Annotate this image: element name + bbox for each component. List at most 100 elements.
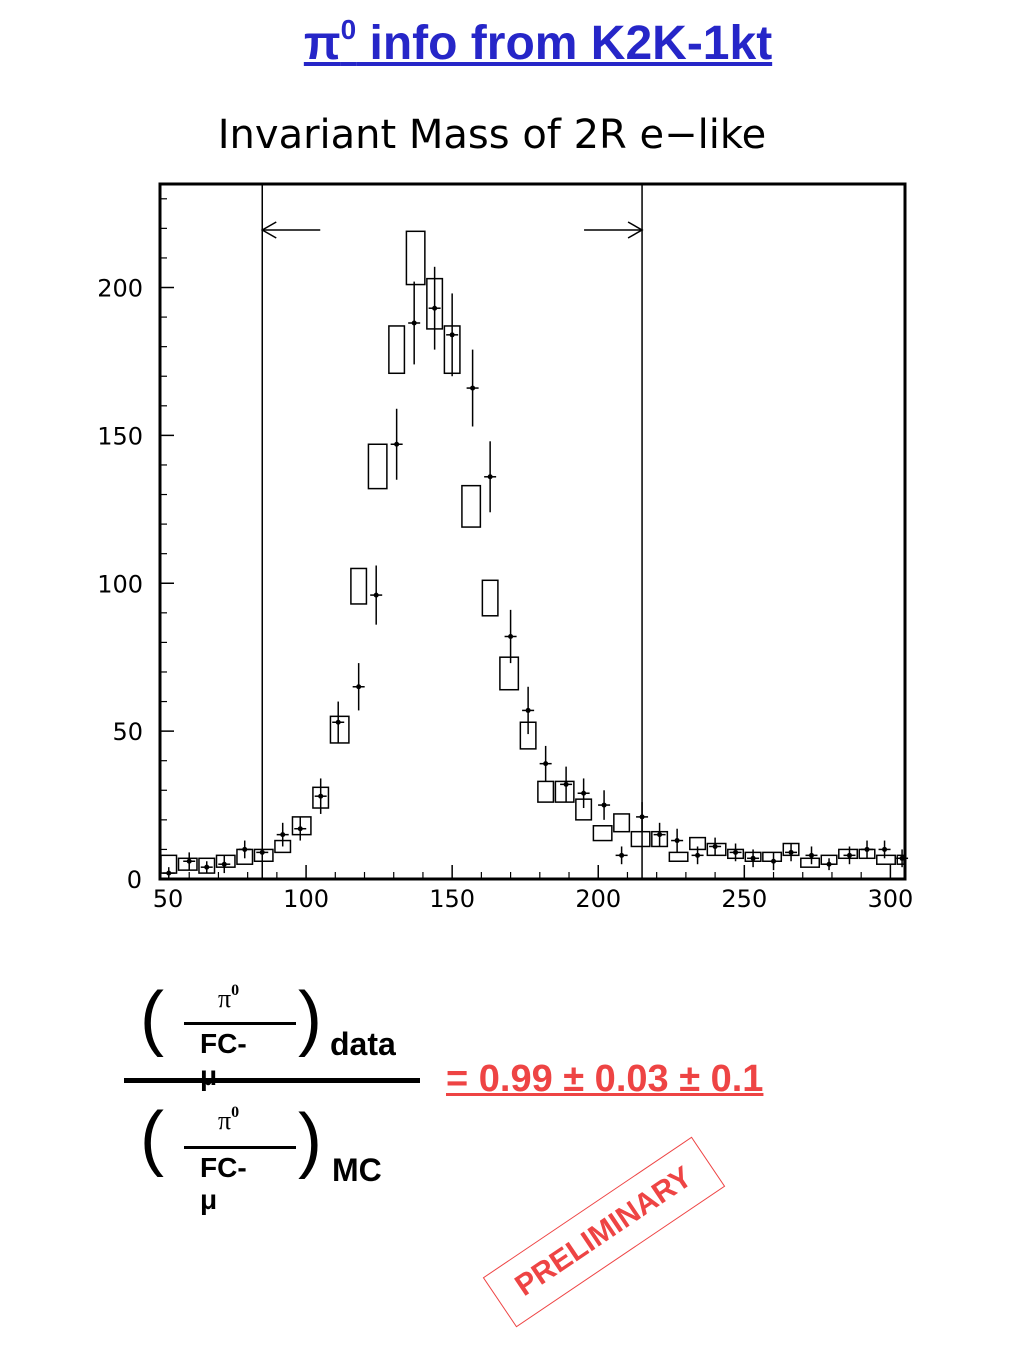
- point-marker: [882, 846, 888, 852]
- point-marker: [525, 707, 531, 713]
- data-point: [276, 822, 289, 847]
- point-marker: [657, 832, 663, 838]
- mc-box: [461, 484, 482, 528]
- data-point: [878, 840, 891, 859]
- data-point: [671, 828, 684, 853]
- x-tick-label: 100: [283, 885, 329, 913]
- title-pi-symbol: π: [303, 17, 341, 70]
- point-marker: [432, 305, 438, 311]
- point-marker: [581, 790, 587, 796]
- data-point: [352, 663, 365, 711]
- data-point: [861, 840, 874, 859]
- data-point: [823, 858, 836, 871]
- y-tick-label: 0: [127, 866, 142, 894]
- point-marker: [221, 861, 227, 867]
- data-point: [729, 843, 742, 862]
- point-marker: [899, 855, 905, 861]
- data-point: [162, 867, 175, 879]
- data-point: [408, 281, 421, 365]
- point-marker: [712, 843, 718, 849]
- left-paren-top: (: [140, 978, 164, 1058]
- fraction-bar-top: [184, 1022, 296, 1025]
- point-marker: [750, 855, 756, 861]
- mc-box: [367, 443, 388, 490]
- left-paren-bottom: (: [140, 1098, 164, 1178]
- left-arrow-head: [260, 221, 277, 239]
- data-point: [805, 846, 818, 865]
- data-point: [653, 822, 666, 847]
- point-marker: [186, 858, 192, 864]
- data-point: [615, 846, 628, 865]
- fraction-bar-bottom: [184, 1146, 296, 1149]
- mc-box: [706, 842, 727, 857]
- point-marker: [733, 849, 739, 855]
- y-tick-label: 100: [97, 570, 143, 598]
- data-point: [294, 816, 307, 841]
- title-text: info from K2K-1kt: [356, 17, 773, 70]
- subscript-mc: MC: [332, 1152, 382, 1188]
- denominator-top: FC-μ: [200, 1028, 247, 1091]
- data-point: [200, 861, 213, 874]
- point-marker: [695, 852, 701, 858]
- data-point: [747, 849, 760, 868]
- point-marker: [563, 781, 569, 787]
- right-paren-top: ): [298, 978, 322, 1058]
- preliminary-stamp: PRELIMINARY: [482, 1136, 726, 1328]
- ratio-result: = 0.99 ± 0.03 ± 0.1: [446, 1058, 764, 1100]
- point-marker: [619, 852, 625, 858]
- data-point: [484, 441, 497, 513]
- point-marker: [864, 846, 870, 852]
- point-marker: [280, 832, 286, 838]
- point-marker: [771, 858, 777, 864]
- point-marker: [259, 849, 265, 855]
- cut-lines: [260, 184, 644, 879]
- data-point: [598, 790, 611, 820]
- mc-box: [800, 857, 821, 868]
- point-marker: [639, 814, 645, 820]
- mc-box: [177, 857, 198, 871]
- data-point: [843, 846, 856, 865]
- data-points: [162, 266, 909, 879]
- point-marker: [487, 474, 493, 480]
- point-marker: [601, 802, 607, 808]
- mc-box: [876, 854, 896, 865]
- y-tick-label: 150: [97, 422, 143, 450]
- x-tick-label: 300: [867, 885, 913, 913]
- histogram-chart: Invariant Mass of 2R e−like 0 50 100 150 200…: [97, 112, 913, 913]
- mc-box: [668, 851, 689, 863]
- point-marker: [449, 332, 455, 338]
- point-marker: [674, 838, 680, 844]
- data-point: [238, 840, 251, 859]
- mc-box: [554, 780, 575, 803]
- numerator-bottom: π0: [218, 1104, 240, 1135]
- data-point: [767, 852, 780, 871]
- slide-title: π0 info from K2K-1kt: [0, 14, 1024, 71]
- point-marker: [373, 592, 379, 598]
- mc-box: [592, 825, 613, 842]
- point-marker: [242, 846, 248, 852]
- data-point: [466, 349, 479, 427]
- data-point: [256, 843, 269, 862]
- data-point: [390, 408, 403, 480]
- mc-box: [537, 780, 555, 803]
- x-tick-label: 250: [721, 885, 767, 913]
- numerator-top: π0: [218, 982, 240, 1013]
- point-marker: [335, 719, 341, 725]
- point-marker: [318, 793, 324, 799]
- point-marker: [846, 852, 852, 858]
- data-point: [504, 609, 517, 664]
- data-point: [314, 778, 327, 814]
- data-point: [428, 266, 441, 350]
- mc-box: [499, 656, 520, 691]
- main-fraction-bar: [124, 1078, 420, 1083]
- mc-box: [329, 715, 350, 744]
- point-marker: [356, 684, 362, 690]
- mc-box: [350, 567, 368, 605]
- data-point: [446, 293, 459, 377]
- mc-box: [215, 854, 236, 868]
- data-point: [560, 766, 573, 803]
- right-arrow-head: [627, 221, 644, 239]
- y-tick-label: 200: [97, 275, 143, 303]
- data-point: [522, 686, 535, 735]
- mc-box: [388, 325, 406, 375]
